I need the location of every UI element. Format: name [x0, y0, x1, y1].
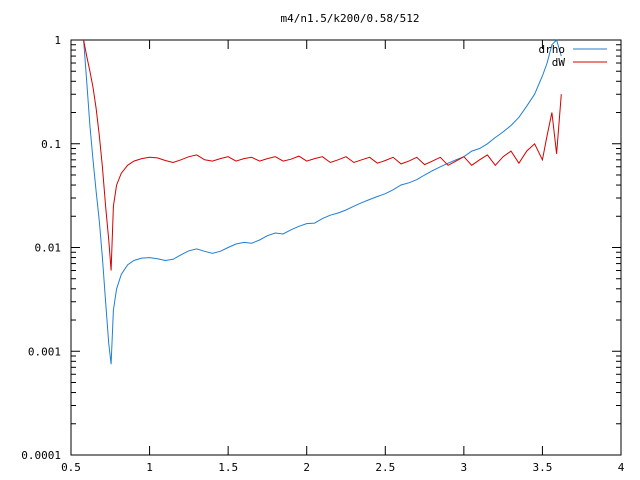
legend-label: drho: [539, 43, 566, 56]
y-axis: 1 0.1 0.01 0.001 0.0001: [21, 34, 621, 462]
y-tick-label: 0.0001: [21, 449, 61, 462]
chart-title: m4/n1.5/k200/0.58/512: [280, 12, 419, 25]
y-tick-label: 1: [54, 34, 61, 47]
x-tick-label: 2.5: [375, 461, 395, 474]
x-tick-label: 3: [461, 461, 468, 474]
series-line-drho: [83, 39, 562, 365]
plot-frame: [70, 39, 622, 456]
x-axis: 0.5 1 1.5 2 2.5 3 3.5 4: [61, 40, 625, 474]
y-tick-label: 0.001: [28, 345, 61, 358]
x-tick-label: 3.5: [532, 461, 552, 474]
x-tick-label: 4: [618, 461, 625, 474]
y-tick-label: 0.01: [35, 242, 62, 255]
series-line-dW: [83, 39, 562, 271]
y-tick-label: 0.1: [41, 138, 61, 151]
series-layer: [83, 39, 562, 365]
x-tick-label: 0.5: [61, 461, 81, 474]
x-tick-label: 1: [146, 461, 153, 474]
legend-label: dW: [552, 56, 566, 69]
x-tick-label: 1.5: [218, 461, 238, 474]
x-tick-label: 2: [303, 461, 310, 474]
